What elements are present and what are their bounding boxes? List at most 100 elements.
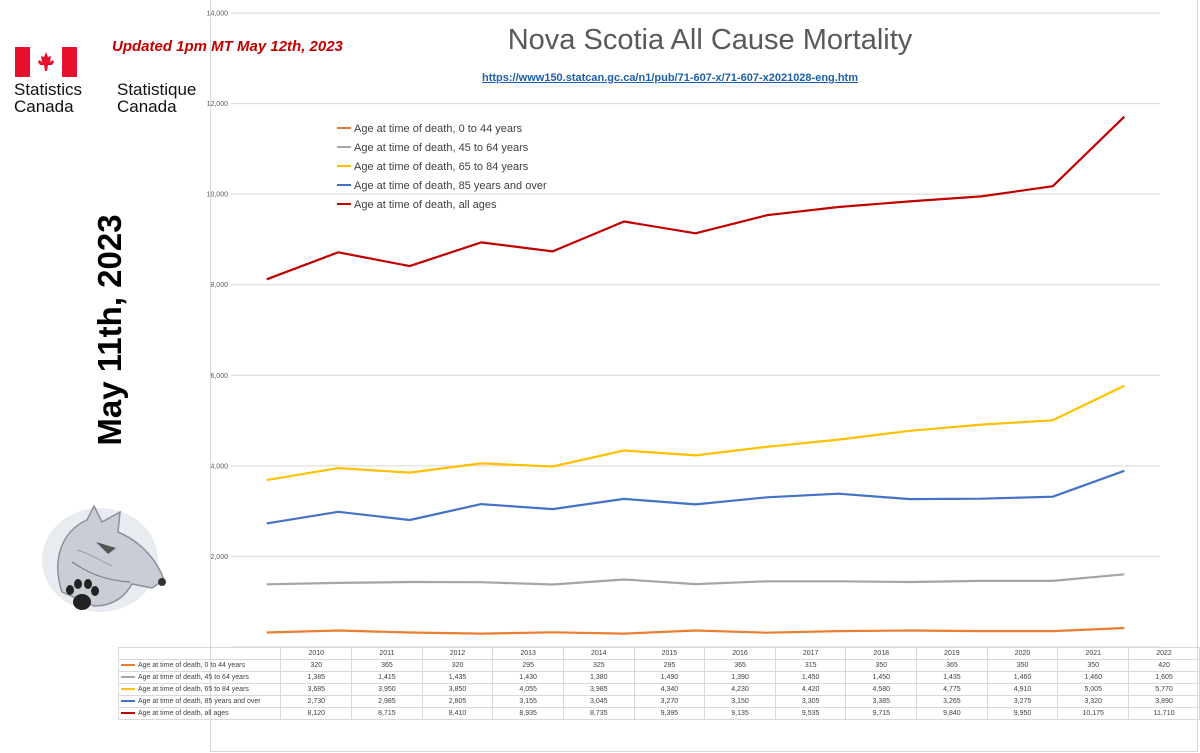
table-year-header: 2014 bbox=[562, 647, 635, 660]
table-row-label-text: Age at time of death, 65 to 84 years bbox=[138, 686, 249, 693]
table-cell: 3,685 bbox=[280, 683, 353, 696]
table-year-header: 2016 bbox=[704, 647, 776, 660]
table-cell: 1,450 bbox=[774, 671, 847, 684]
table-cell: 1,435 bbox=[916, 671, 988, 684]
table-cell: 325 bbox=[562, 659, 635, 672]
series-line-2 bbox=[266, 384, 1125, 482]
table-year-header: 2011 bbox=[351, 647, 423, 660]
table-cell: 1,460 bbox=[986, 671, 1059, 684]
table-cell: 8,715 bbox=[351, 707, 423, 720]
series-line-4 bbox=[266, 115, 1126, 281]
table-cell: 3,275 bbox=[986, 695, 1059, 708]
y-tick-label: 8,000 bbox=[210, 282, 228, 289]
table-cell: 1,430 bbox=[492, 671, 564, 684]
table-cell: 1,460 bbox=[1057, 671, 1130, 684]
table-year-header: 2021 bbox=[1057, 647, 1130, 660]
table-cell: 4,420 bbox=[774, 683, 847, 696]
y-tick-label: 10,000 bbox=[207, 192, 229, 199]
table-cell: 320 bbox=[421, 659, 494, 672]
table-cell: 5,770 bbox=[1128, 683, 1200, 696]
table-row-label: Age at time of death, 65 to 84 years bbox=[117, 683, 282, 696]
legend-label: Age at time of death, 0 to 44 years bbox=[354, 123, 523, 135]
table-year-header: 2010 bbox=[280, 647, 353, 660]
table-cell: 1,450 bbox=[845, 671, 918, 684]
table-row-label: Age at time of death, 0 to 44 years bbox=[117, 659, 282, 672]
wolf-paw-drawing-icon bbox=[42, 504, 166, 612]
source-link[interactable]: https://www150.statcan.gc.ca/n1/pub/71-6… bbox=[482, 72, 858, 84]
left-panel: Statistics Canada Statistique Canada Upd… bbox=[0, 0, 343, 753]
table-cell: 8,410 bbox=[421, 707, 494, 720]
table-row: Age at time of death, 45 to 64 years 1,38… bbox=[117, 671, 1200, 684]
table-cell: 1,435 bbox=[421, 671, 494, 684]
table-cell: 4,230 bbox=[704, 683, 776, 696]
table-cell: 3,850 bbox=[421, 683, 494, 696]
table-cell: 365 bbox=[704, 659, 776, 672]
table-row-label: Age at time of death, 45 to 64 years bbox=[117, 671, 282, 684]
table-cell: 4,055 bbox=[492, 683, 564, 696]
table-cell: 2,985 bbox=[351, 695, 423, 708]
table-cell: 320 bbox=[280, 659, 353, 672]
table-cell: 295 bbox=[633, 659, 706, 672]
table-year-header: 2015 bbox=[633, 647, 706, 660]
legend-label: Age at time of death, 45 to 64 years bbox=[354, 142, 529, 154]
table-year-header: 2020 bbox=[986, 647, 1059, 660]
y-tick-label: 4,000 bbox=[210, 463, 228, 470]
table-cell: 2,730 bbox=[280, 695, 353, 708]
table-cell: 3,270 bbox=[633, 695, 706, 708]
table-legend-swatch bbox=[121, 676, 135, 679]
table-cell: 8,735 bbox=[562, 707, 635, 720]
table-legend-swatch bbox=[121, 664, 135, 667]
table-cell: 11,710 bbox=[1128, 707, 1200, 720]
table-header-row: 2010 2011 2012 2013 2014 2015 2016 2017 2018 2019… bbox=[117, 647, 1200, 660]
series-line-0 bbox=[266, 626, 1125, 635]
table-cell: 315 bbox=[774, 659, 847, 672]
table-row-label-text: Age at time of death, 85 years and over bbox=[138, 698, 261, 705]
org-name-english: Statistics Canada bbox=[14, 80, 83, 116]
table-cell: 3,320 bbox=[1057, 695, 1130, 708]
updated-note: Updated 1pm MT May 12th, 2023 bbox=[112, 38, 343, 55]
table-cell: 3,890 bbox=[1128, 695, 1200, 708]
table-cell: 1,490 bbox=[633, 671, 706, 684]
table-cell: 3,950 bbox=[351, 683, 423, 696]
table-cell: 8,120 bbox=[280, 707, 353, 720]
org-name-french: Statistique Canada bbox=[117, 80, 197, 116]
table-cell: 9,535 bbox=[774, 707, 847, 720]
table-cell: 3,045 bbox=[562, 695, 635, 708]
table-row: Age at time of death, 0 to 44 years 320 36… bbox=[117, 659, 1200, 672]
table-cell: 1,390 bbox=[704, 671, 776, 684]
table-cell: 3,385 bbox=[845, 695, 918, 708]
table-cell: 8,935 bbox=[492, 707, 564, 720]
y-tick-label: 6,000 bbox=[210, 373, 228, 380]
table-year-header: 2022 bbox=[1128, 647, 1200, 660]
table-cell: 3,985 bbox=[562, 683, 635, 696]
table-legend-swatch bbox=[121, 700, 135, 703]
y-tick-label: 14,000 bbox=[207, 11, 229, 18]
legend-label: Age at time of death, all ages bbox=[354, 199, 497, 211]
table-cell: 4,910 bbox=[986, 683, 1059, 696]
table-cell: 365 bbox=[351, 659, 423, 672]
table-year-header: 2012 bbox=[421, 647, 494, 660]
table-cell: 3,155 bbox=[492, 695, 564, 708]
table-row-label: Age at time of death, 85 years and over bbox=[117, 695, 282, 708]
table-cell: 1,380 bbox=[562, 671, 635, 684]
table-cell: 4,775 bbox=[916, 683, 988, 696]
table-row-label-text: Age at time of death, 45 to 64 years bbox=[138, 674, 249, 681]
table-cell: 3,265 bbox=[916, 695, 988, 708]
table-cell: 295 bbox=[492, 659, 564, 672]
table-row: Age at time of death, 65 to 84 years 3,68… bbox=[117, 683, 1200, 696]
table-year-header: 2017 bbox=[774, 647, 847, 660]
table-row-label: Age at time of death, all ages bbox=[117, 707, 282, 720]
table-cell: 4,340 bbox=[633, 683, 706, 696]
chart-frame bbox=[210, 0, 1198, 752]
table-cell: 9,840 bbox=[916, 707, 988, 720]
table-cell: 9,950 bbox=[986, 707, 1059, 720]
table-row-label-text: Age at time of death, 0 to 44 years bbox=[138, 662, 246, 669]
table-cell: 365 bbox=[916, 659, 988, 672]
y-tick-label: 12,000 bbox=[207, 101, 229, 108]
table-year-header: 2019 bbox=[916, 647, 988, 660]
legend-label: Age at time of death, 65 to 84 years bbox=[354, 161, 529, 173]
table-year-header: 2013 bbox=[492, 647, 564, 660]
series-line-3 bbox=[266, 469, 1125, 525]
canada-flag-icon bbox=[15, 47, 77, 77]
